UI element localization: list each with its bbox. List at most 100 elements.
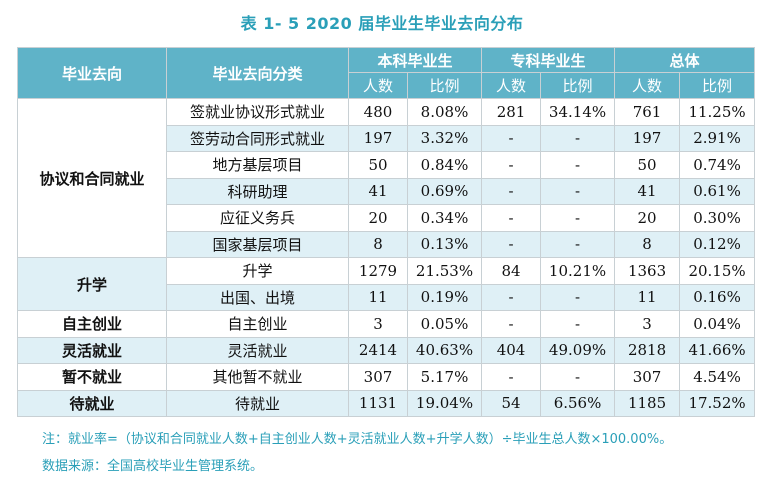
bk-ratio-cell: 0.13%: [406, 230, 483, 258]
all-count-cell: 2818: [614, 336, 681, 364]
category-cell: 签就业协议形式就业: [166, 98, 349, 126]
graduate-destination-table: 毕业去向 毕业去向分类 本科毕业生 专科毕业生 总体 人数 比例 人数 比例 人…: [17, 47, 756, 417]
zk-ratio-cell: -: [540, 363, 616, 391]
bk-ratio-cell: 3.32%: [406, 124, 483, 152]
zk-count-cell: -: [481, 230, 542, 258]
footnote-employment-rate: 注：就业率=（协议和合同就业人数+自主创业人数+灵活就业人数+升学人数）÷毕业生…: [42, 432, 673, 447]
all-count-cell: 761: [614, 98, 681, 126]
zk-ratio-cell: -: [540, 204, 616, 232]
all-count-cell: 50: [614, 151, 681, 179]
bk-ratio-cell: 8.08%: [406, 98, 483, 126]
table-row: 科研助理 41 0.69% - -41 0.61%: [18, 177, 756, 205]
category-cell: 其他暂不就业: [166, 363, 349, 391]
bk-count-cell: 2414: [348, 336, 408, 364]
group-label: 协议和合同就业: [17, 98, 167, 258]
all-ratio-cell: 0.61%: [679, 177, 756, 205]
zk-count-cell: -: [481, 363, 542, 391]
table-row: 地方基层项目 50 0.84% - -50 0.74%: [18, 151, 756, 179]
all-count-cell: 307: [614, 363, 681, 391]
zk-count-cell: 54: [481, 389, 542, 417]
bk-count-cell: 307: [348, 363, 408, 391]
category-cell: 灵活就业: [166, 336, 349, 364]
group-label: 灵活就业: [17, 336, 167, 364]
all-ratio-cell: 11.25%: [679, 98, 756, 126]
group-label: 暂不就业: [17, 363, 167, 391]
zk-ratio-cell: -: [540, 124, 616, 152]
group-label: 自主创业: [17, 310, 167, 338]
header-direction: 毕业去向: [17, 47, 167, 99]
all-ratio-cell: 4.54%: [679, 363, 756, 391]
category-cell: 自主创业: [166, 310, 349, 338]
all-ratio-cell: 0.30%: [679, 204, 756, 232]
zk-ratio-cell: -: [540, 177, 616, 205]
zk-count-cell: -: [481, 310, 542, 338]
zk-ratio-cell: -: [540, 151, 616, 179]
zk-count-cell: 281: [481, 98, 542, 126]
all-ratio-cell: 0.16%: [679, 283, 756, 311]
header-category: 毕业去向分类: [166, 47, 349, 99]
table-row: 协议和合同就业 签就业协议形式就业 480 8.08% 281 34.14% 761 11.2…: [17, 98, 756, 258]
zk-count-cell: 84: [481, 257, 542, 285]
header-count: 人数: [614, 72, 681, 99]
group-label: 升学: [17, 257, 167, 311]
zk-count-cell: -: [481, 204, 542, 232]
table-row: 应征义务兵 20 0.34% - -20 0.30%: [18, 204, 756, 232]
zk-ratio-cell: 6.56%: [540, 389, 616, 417]
bk-count-cell: 41: [348, 177, 408, 205]
zk-count-cell: -: [481, 283, 542, 311]
all-ratio-cell: 0.12%: [679, 230, 756, 258]
all-count-cell: 197: [614, 124, 681, 152]
bk-ratio-cell: 0.84%: [406, 151, 483, 179]
table-row: 签劳动合同形式就业 197 3.32% - -197 2.91%: [18, 124, 756, 152]
table-title: 表 1- 5 2020 届毕业生毕业去向分布: [240, 14, 524, 33]
all-count-cell: 1363: [614, 257, 681, 285]
bk-ratio-cell: 5.17%: [406, 363, 483, 391]
bk-count-cell: 480: [348, 98, 408, 126]
all-ratio-cell: 0.74%: [679, 151, 756, 179]
table-row: 升学 升学 1279 21.53% 84 10.21% 1363 20.15%: [17, 257, 756, 311]
all-count-cell: 41: [614, 177, 681, 205]
all-count-cell: 20: [614, 204, 681, 232]
zk-count-cell: -: [481, 151, 542, 179]
zk-count-cell: -: [481, 177, 542, 205]
zk-ratio-cell: 49.09%: [540, 336, 616, 364]
all-ratio-cell: 2.91%: [679, 124, 756, 152]
category-cell: 出国、出境: [166, 283, 349, 311]
bk-ratio-cell: 0.34%: [406, 204, 483, 232]
category-cell: 地方基层项目: [166, 151, 349, 179]
bk-ratio-cell: 0.19%: [406, 283, 483, 311]
header-junior-college: 专科毕业生: [481, 47, 616, 73]
header-ratio: 比例: [679, 72, 756, 99]
bk-count-cell: 3: [348, 310, 408, 338]
bk-count-cell: 50: [348, 151, 408, 179]
bk-count-cell: 1279: [348, 257, 408, 285]
table-row: 出国、出境 11 0.19% - -11 0.16%: [18, 283, 756, 311]
bk-ratio-cell: 0.05%: [406, 310, 483, 338]
all-ratio-cell: 0.04%: [679, 310, 756, 338]
group-label: 待就业: [17, 389, 167, 417]
bk-count-cell: 11: [348, 283, 408, 311]
header-undergraduate: 本科毕业生: [347, 47, 483, 73]
category-cell: 签劳动合同形式就业: [166, 124, 349, 152]
all-ratio-cell: 17.52%: [679, 389, 756, 417]
all-ratio-cell: 41.66%: [679, 336, 756, 364]
header-overall: 总体: [614, 47, 756, 73]
category-cell: 应征义务兵: [166, 204, 349, 232]
bk-ratio-cell: 0.69%: [406, 177, 483, 205]
category-cell: 升学: [166, 257, 349, 285]
category-cell: 待就业: [166, 389, 349, 417]
zk-ratio-cell: -: [540, 283, 616, 311]
bk-ratio-cell: 21.53%: [406, 257, 483, 285]
bk-count-cell: 8: [348, 230, 408, 258]
footnote-data-source: 数据来源：全国高校毕业生管理系统。: [42, 459, 264, 474]
bk-ratio-cell: 19.04%: [406, 389, 483, 417]
zk-ratio-cell: 10.21%: [540, 257, 616, 285]
bk-ratio-cell: 40.63%: [406, 336, 483, 364]
zk-ratio-cell: 34.14%: [540, 98, 616, 126]
table-row: 国家基层项目 8 0.13% - -8 0.12%: [18, 230, 756, 258]
zk-count-cell: -: [481, 124, 542, 152]
header-ratio: 比例: [540, 72, 616, 99]
category-cell: 国家基层项目: [166, 230, 349, 258]
table-row: 待就业 待就业 1131 19.04% 54 6.56% 1185 17.52%: [17, 389, 756, 417]
table-row: 暂不就业 其他暂不就业 307 5.17% - -307 4.54%: [17, 363, 756, 391]
